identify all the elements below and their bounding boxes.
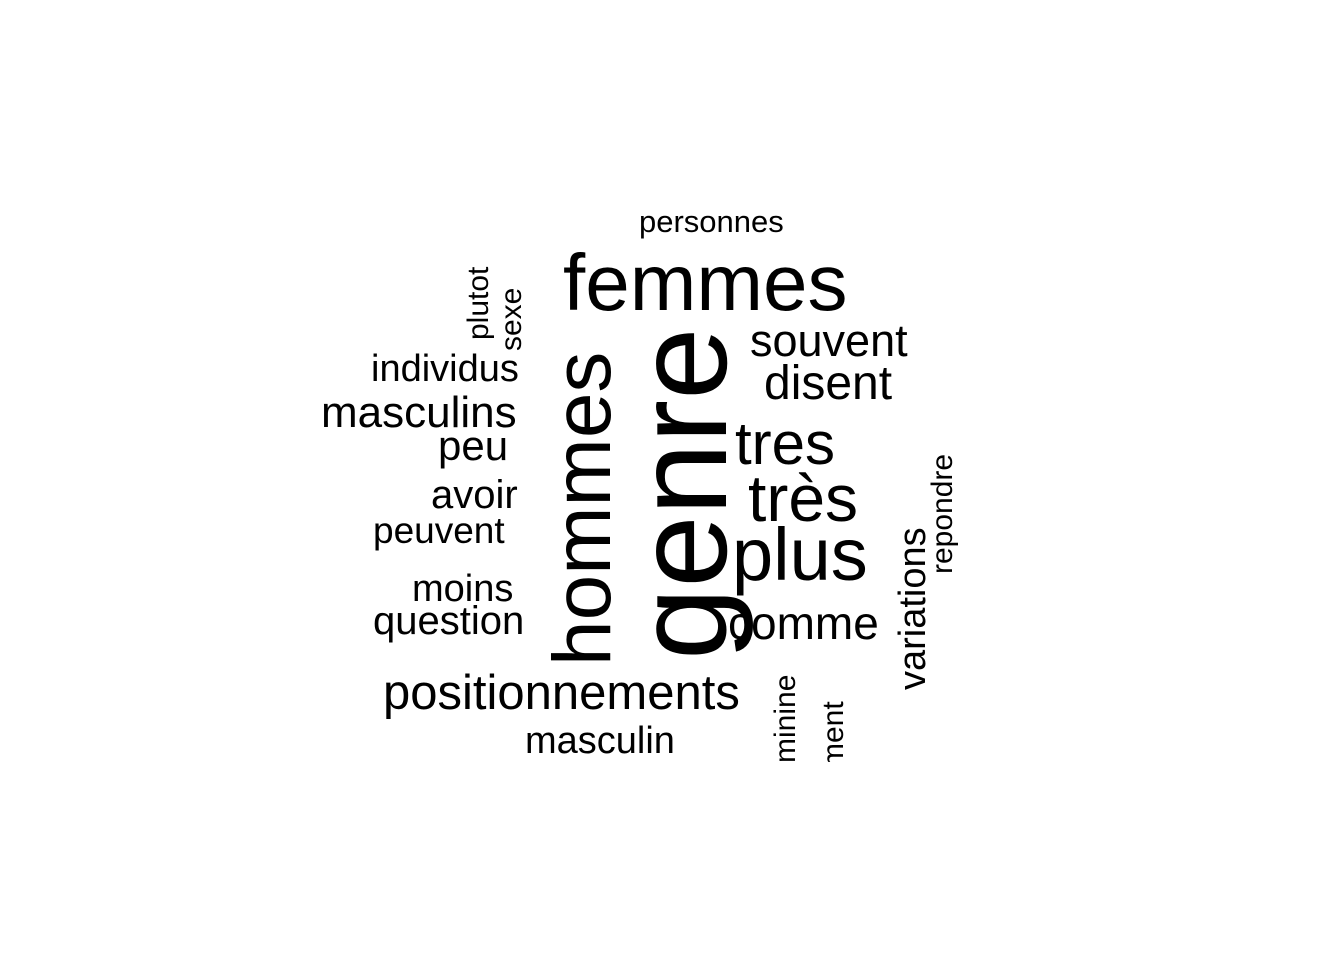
word-positionnements: positionnements bbox=[383, 666, 740, 720]
word-cloud: genre femmes hommes plus très tres posit… bbox=[321, 204, 959, 762]
word-ment: ment bbox=[817, 701, 850, 762]
word-souvent: souvent bbox=[750, 315, 908, 366]
word-disent: disent bbox=[764, 357, 893, 410]
word-tres: tres bbox=[735, 410, 836, 477]
word-masculins: masculins bbox=[321, 388, 517, 437]
word-individus: individus bbox=[371, 348, 519, 390]
word-question: question bbox=[373, 599, 525, 643]
word-masculin: masculin bbox=[525, 720, 675, 762]
word-tres-accent: très bbox=[748, 461, 859, 535]
word-personnes: personnes bbox=[639, 204, 784, 239]
word-comme: comme bbox=[728, 597, 879, 649]
word-femmes: femmes bbox=[563, 238, 848, 327]
word-repondre: repondre bbox=[926, 453, 959, 574]
word-genre: genre bbox=[608, 327, 754, 661]
word-plus: plus bbox=[732, 513, 868, 596]
word-sexe: sexe bbox=[495, 287, 528, 351]
word-moins: moins bbox=[412, 568, 514, 610]
word-hommes: hommes bbox=[537, 351, 628, 666]
word-feminine: feminine bbox=[769, 674, 802, 762]
word-peu: peu bbox=[438, 422, 509, 469]
word-plutot: plutot bbox=[462, 266, 495, 340]
word-avoir: avoir bbox=[431, 473, 518, 517]
word-peuvent: peuvent bbox=[373, 510, 505, 551]
